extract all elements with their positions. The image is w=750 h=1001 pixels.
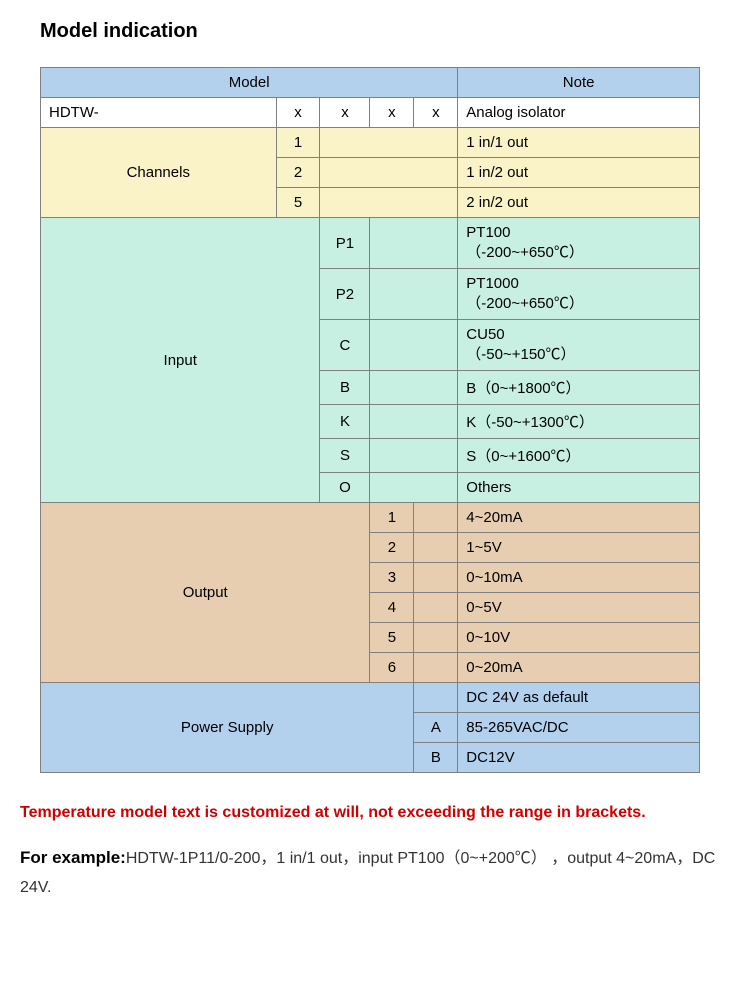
header-note: Note (458, 68, 700, 98)
page-title: Model indication (40, 20, 740, 43)
input-code: O (320, 473, 370, 503)
channels-label: Channels (41, 128, 277, 218)
input-note: S（0~+1600℃） (458, 439, 700, 473)
x-cell: x (370, 98, 414, 128)
input-label: Input (41, 218, 320, 503)
output-label: Output (41, 503, 370, 683)
prefix-cell: HDTW- (41, 98, 277, 128)
input-note: PT100 （-200~+650℃） (458, 218, 700, 269)
output-code: 2 (370, 533, 414, 563)
output-note: 4~20mA (458, 503, 700, 533)
header-model: Model (41, 68, 458, 98)
input-code: K (320, 405, 370, 439)
x-cell: x (320, 98, 370, 128)
input-code: S (320, 439, 370, 473)
blank-cell (414, 563, 458, 593)
x-cell: x (276, 98, 320, 128)
output-note: 0~10mA (458, 563, 700, 593)
output-code: 5 (370, 623, 414, 653)
blank-cell (370, 371, 458, 405)
input-note: CU50 （-50~+150℃） (458, 320, 700, 371)
blank-cell (370, 269, 458, 320)
blank-cell (320, 158, 458, 188)
channels-note: 2 in/2 out (458, 188, 700, 218)
model-table: Model Note HDTW- x x x x Analog isolator… (40, 67, 700, 773)
blank-cell (414, 533, 458, 563)
power-note: DC 24V as default (458, 683, 700, 713)
power-note: 85-265VAC/DC (458, 713, 700, 743)
input-note: K（-50~+1300℃） (458, 405, 700, 439)
input-note: Others (458, 473, 700, 503)
blank-cell (414, 593, 458, 623)
blank-cell (320, 128, 458, 158)
input-note: B（0~+1800℃） (458, 371, 700, 405)
footnote-text: Temperature model text is customized at … (20, 801, 740, 825)
blank-cell (320, 188, 458, 218)
blank-cell (370, 473, 458, 503)
blank-cell (414, 653, 458, 683)
input-code: P1 (320, 218, 370, 269)
output-note: 0~20mA (458, 653, 700, 683)
channels-note: 1 in/2 out (458, 158, 700, 188)
output-note: 0~10V (458, 623, 700, 653)
blank-cell (370, 439, 458, 473)
channels-note: 1 in/1 out (458, 128, 700, 158)
input-code: B (320, 371, 370, 405)
output-code: 3 (370, 563, 414, 593)
blank-cell (370, 405, 458, 439)
channels-code: 2 (276, 158, 320, 188)
output-code: 6 (370, 653, 414, 683)
example-lead: For example: (20, 848, 126, 867)
channels-code: 5 (276, 188, 320, 218)
channels-code: 1 (276, 128, 320, 158)
analog-isolator-cell: Analog isolator (458, 98, 700, 128)
input-note: PT1000 （-200~+650℃） (458, 269, 700, 320)
blank-cell (370, 320, 458, 371)
blank-cell (370, 218, 458, 269)
example-text: For example:HDTW-1P11/0-200，1 in/1 out，i… (20, 843, 740, 903)
output-code: 4 (370, 593, 414, 623)
output-note: 0~5V (458, 593, 700, 623)
power-code (414, 683, 458, 713)
x-cell: x (414, 98, 458, 128)
blank-cell (414, 503, 458, 533)
input-code: P2 (320, 269, 370, 320)
power-code: B (414, 743, 458, 773)
blank-cell (414, 623, 458, 653)
power-label: Power Supply (41, 683, 414, 773)
input-code: C (320, 320, 370, 371)
power-note: DC12V (458, 743, 700, 773)
output-code: 1 (370, 503, 414, 533)
power-code: A (414, 713, 458, 743)
output-note: 1~5V (458, 533, 700, 563)
